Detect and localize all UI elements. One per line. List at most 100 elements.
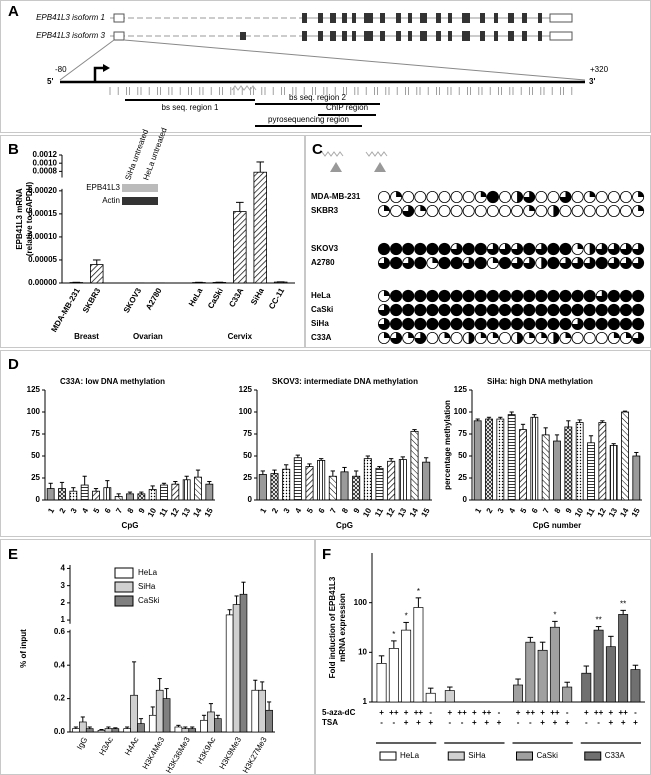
condition-level: + (379, 708, 384, 717)
cpg-circle (595, 317, 608, 331)
cpg-circle (547, 256, 560, 270)
cpg-wedge (613, 332, 620, 338)
cpg-circle (450, 204, 463, 217)
chart-title: C33A: low DNA methylation (60, 377, 165, 386)
condition-level: - (529, 718, 532, 727)
cpg-wedge (432, 257, 438, 263)
legend-label: HeLa (138, 568, 158, 577)
bar (593, 629, 604, 703)
condition-level: + (472, 708, 477, 717)
condition-level: - (448, 718, 451, 727)
exon (330, 13, 336, 23)
bar (553, 440, 561, 501)
x-axis-label: CpG (336, 521, 353, 530)
cpg-circle (583, 289, 596, 303)
bar (130, 694, 138, 733)
bar (137, 493, 146, 501)
bar (632, 455, 641, 501)
bar (537, 649, 548, 703)
legend-label: CaSki (537, 751, 559, 760)
cpg-wedge (378, 318, 390, 330)
condition-level: - (597, 718, 600, 727)
cpg-circle (426, 303, 439, 317)
chart-title: SiHa: high DNA methylation (487, 377, 593, 386)
cpg-circle (402, 190, 415, 203)
cpg-circle (462, 303, 475, 317)
region-label: bs seq. region 2 (289, 93, 346, 102)
y-tick-label: 0.00005 (28, 255, 57, 264)
exon (522, 31, 527, 41)
y-axis-label: percentage methylation (443, 400, 452, 490)
y-tick-label: 25 (458, 473, 467, 482)
cpg-circle (462, 289, 475, 303)
cpg-circle (510, 317, 524, 331)
bar (265, 709, 273, 733)
bar (103, 487, 112, 501)
exon (538, 13, 542, 23)
cpg-circle (426, 242, 439, 256)
panel-letter: F (322, 546, 331, 563)
x-tick-label: 4 (293, 506, 303, 515)
condition-level: ++ (457, 708, 467, 717)
bar (214, 718, 222, 733)
y-tick-label: 4 (61, 564, 66, 573)
cpg-circle (474, 317, 487, 331)
cpg-wedge (608, 243, 620, 255)
y-tick-label: 100 (239, 407, 253, 416)
cpg-circle (377, 242, 391, 256)
x-tick-label: 7 (328, 506, 338, 515)
cpg-circle (607, 303, 621, 317)
cpg-circle (486, 190, 499, 204)
cell-line-label: HeLa (311, 291, 331, 300)
x-tick-label: 2 (270, 506, 280, 515)
x-tick-label: 6 (530, 506, 540, 515)
cpg-circle (619, 303, 633, 317)
condition-level: ++ (526, 708, 536, 717)
cpg-circle (438, 317, 451, 331)
condition-level: + (516, 708, 521, 717)
cpg-circle (498, 190, 511, 203)
x-tick-label: H4Ac (123, 736, 141, 757)
bar (587, 442, 595, 501)
cpg-circle (571, 303, 584, 317)
condition-level: + (584, 708, 589, 717)
bar (58, 488, 66, 501)
cpg-wedge (420, 205, 426, 211)
bar (398, 459, 407, 501)
y-tick-label: 0.2 (54, 694, 66, 703)
bar (305, 466, 314, 501)
cpg-circle (510, 303, 524, 317)
condition-level: ++ (594, 708, 604, 717)
cpg-wedge (492, 257, 499, 263)
tss-arrow (93, 66, 104, 82)
legend-swatch (584, 751, 602, 761)
cpg-circle (414, 190, 427, 203)
bar (609, 445, 618, 501)
condition-level: + (484, 718, 489, 727)
bar (598, 422, 607, 501)
panel-letter: C (312, 141, 323, 158)
y-tick-label: 0 (463, 495, 468, 504)
exon (420, 13, 427, 23)
x-tick-label: SiHa (249, 286, 266, 306)
cpg-circle (390, 317, 403, 331)
cpg-circle (402, 317, 415, 331)
condition-level: + (404, 708, 409, 717)
group-label: Breast (74, 332, 99, 341)
cpg-wedge (396, 191, 402, 197)
cpg-wedge (384, 290, 390, 296)
cpg-circle (619, 289, 633, 303)
cpg-wedge (384, 332, 390, 338)
bar (352, 475, 361, 501)
cpg-circle (535, 190, 548, 203)
bar (160, 484, 168, 501)
x-tick-label: 8 (553, 506, 563, 515)
cpg-wedge (451, 243, 463, 255)
cpg-circle (498, 317, 512, 331)
x-tick-label: 6 (103, 506, 113, 515)
x-tick-label: IgG (75, 736, 89, 752)
x-tick-label: H3K36Me3 (164, 735, 192, 775)
bar (92, 490, 100, 501)
exon (420, 31, 427, 41)
y-tick-label: 50 (458, 451, 467, 460)
